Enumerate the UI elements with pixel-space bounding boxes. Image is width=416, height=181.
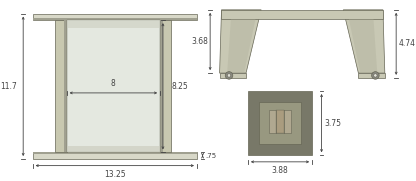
Circle shape [225, 72, 233, 79]
Circle shape [227, 74, 231, 77]
Bar [259, 102, 301, 144]
Bar [67, 20, 160, 28]
Text: 13.25: 13.25 [104, 170, 126, 179]
Text: 8: 8 [111, 79, 116, 88]
Text: .75: .75 [206, 153, 217, 159]
Text: 3.75: 3.75 [324, 119, 342, 128]
Bar [220, 73, 246, 78]
Polygon shape [343, 10, 385, 73]
Circle shape [371, 72, 379, 79]
Text: 8.25: 8.25 [171, 82, 188, 91]
Bar [32, 14, 197, 20]
Bar [67, 146, 160, 152]
Polygon shape [227, 19, 255, 73]
Bar [221, 10, 383, 19]
Text: 11.7: 11.7 [0, 82, 17, 91]
Bar [160, 20, 163, 152]
Polygon shape [349, 19, 377, 73]
Bar [32, 152, 197, 154]
Bar [55, 20, 67, 152]
Text: 4.74: 4.74 [399, 39, 416, 48]
Bar [359, 73, 385, 78]
Polygon shape [220, 10, 261, 73]
Text: 3.68: 3.68 [191, 37, 208, 46]
Bar [160, 20, 171, 152]
Bar [32, 18, 197, 20]
Circle shape [374, 74, 377, 77]
Bar [269, 110, 291, 132]
Bar [32, 152, 197, 159]
Text: 3.88: 3.88 [272, 166, 288, 175]
Bar [64, 20, 67, 152]
Bar [276, 110, 284, 132]
Bar [67, 20, 160, 152]
Bar [248, 91, 312, 155]
